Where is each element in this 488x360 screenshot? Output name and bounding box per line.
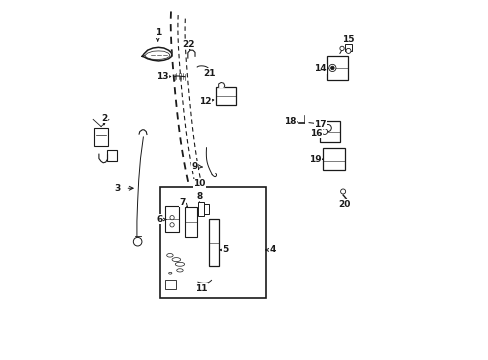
Circle shape xyxy=(321,129,327,134)
Bar xyxy=(323,148,344,170)
Text: 3: 3 xyxy=(114,184,120,193)
Bar xyxy=(107,150,117,161)
Text: 13: 13 xyxy=(156,72,168,81)
Text: 17: 17 xyxy=(314,120,326,129)
Bar xyxy=(198,202,203,216)
Circle shape xyxy=(339,46,344,50)
Text: 19: 19 xyxy=(308,155,321,164)
Text: 20: 20 xyxy=(337,200,350,209)
Bar xyxy=(94,129,108,145)
Polygon shape xyxy=(139,130,147,134)
Text: 8: 8 xyxy=(196,192,202,201)
Polygon shape xyxy=(218,82,224,87)
Circle shape xyxy=(169,216,174,220)
Circle shape xyxy=(169,223,174,227)
Ellipse shape xyxy=(175,262,184,266)
Polygon shape xyxy=(142,47,172,61)
Bar xyxy=(319,121,339,142)
Text: 12: 12 xyxy=(199,96,211,105)
Circle shape xyxy=(328,64,335,72)
Bar xyxy=(164,280,175,289)
Text: 10: 10 xyxy=(193,179,205,188)
Text: 14: 14 xyxy=(314,64,326,73)
Bar xyxy=(204,204,208,214)
Text: 11: 11 xyxy=(195,284,207,293)
Text: 15: 15 xyxy=(342,35,354,44)
Text: 7: 7 xyxy=(179,198,185,207)
Bar xyxy=(160,187,265,298)
Text: 16: 16 xyxy=(309,129,322,138)
Text: 18: 18 xyxy=(284,117,296,126)
Text: 5: 5 xyxy=(222,246,228,255)
Text: 9: 9 xyxy=(191,162,197,171)
Ellipse shape xyxy=(166,253,173,257)
Ellipse shape xyxy=(172,258,180,262)
Text: 6: 6 xyxy=(156,215,163,224)
Text: 1: 1 xyxy=(154,28,161,37)
Ellipse shape xyxy=(176,269,183,272)
Polygon shape xyxy=(99,154,107,163)
Bar xyxy=(326,56,348,80)
Text: 2: 2 xyxy=(101,114,107,123)
Circle shape xyxy=(133,237,142,246)
Text: 4: 4 xyxy=(269,246,275,255)
Circle shape xyxy=(324,125,330,132)
Circle shape xyxy=(340,189,345,194)
Circle shape xyxy=(346,48,350,53)
Ellipse shape xyxy=(168,273,171,274)
Bar xyxy=(164,206,179,232)
Bar xyxy=(185,207,196,237)
Circle shape xyxy=(330,66,333,70)
Text: 21: 21 xyxy=(203,69,215,78)
Bar xyxy=(344,44,351,51)
Bar xyxy=(208,220,218,266)
Bar xyxy=(215,87,235,105)
Text: 22: 22 xyxy=(182,40,194,49)
